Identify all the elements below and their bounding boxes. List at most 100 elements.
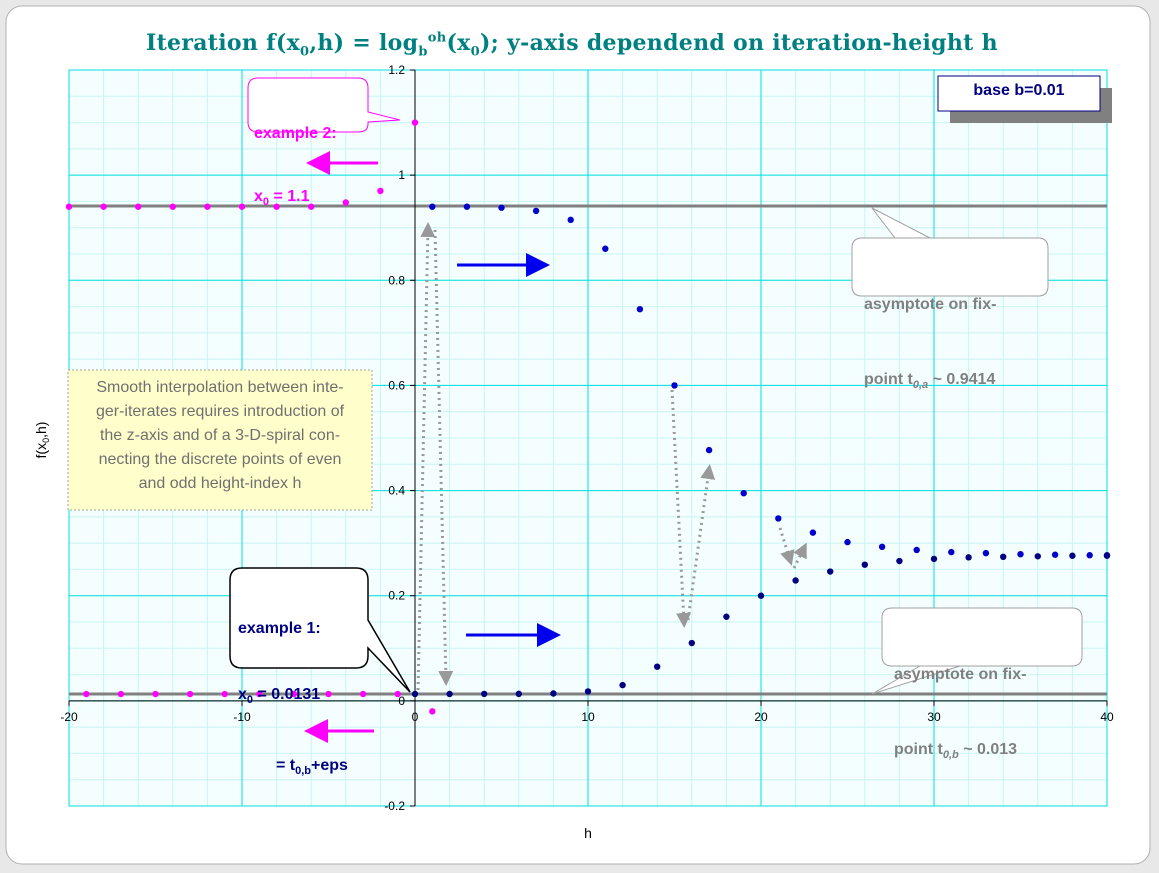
data-point: [948, 548, 955, 556]
x-tick-label: 30: [927, 710, 941, 724]
data-point: [169, 203, 176, 210]
data-point: [619, 681, 626, 689]
data-point: [861, 561, 868, 568]
y-tick-label: 0: [398, 694, 405, 708]
data-point: [325, 690, 332, 698]
y-tick-label: 1.2: [388, 63, 405, 77]
data-point: [481, 690, 488, 698]
data-point: [654, 663, 661, 670]
example1-callout-shape: [229, 567, 411, 693]
data-point: [273, 203, 280, 210]
data-point: [705, 446, 713, 454]
data-point: [83, 690, 90, 698]
data-point: [221, 690, 228, 698]
x-tick-label: 10: [581, 710, 595, 724]
data-point: [584, 688, 592, 695]
data-point: [775, 515, 782, 522]
x-tick-label: 40: [1100, 710, 1114, 724]
data-point: [688, 639, 695, 647]
data-point: [982, 549, 990, 557]
y-tick-label: 0.4: [388, 484, 405, 498]
data-point: [429, 708, 436, 715]
x-tick-label: -10: [233, 710, 251, 724]
data-point: [532, 207, 540, 215]
data-point: [1034, 553, 1042, 560]
dotted-arrow: [416, 222, 436, 691]
y-tick-label: 0.8: [388, 273, 405, 287]
chart-title: Iteration f(x0,h) = logboh(x0); y-axis d…: [146, 30, 998, 60]
data-point: [844, 538, 851, 546]
data-point: [1017, 550, 1024, 558]
data-point: [256, 690, 263, 698]
x-axis-title: h: [584, 825, 592, 841]
data-point: [515, 690, 522, 698]
x-tick-label: 0: [412, 710, 419, 724]
direction-arrows: [304, 151, 561, 743]
data-point: [827, 568, 834, 575]
data-point: [359, 690, 367, 698]
data-point: [1000, 553, 1007, 561]
data-point: [1103, 552, 1111, 559]
data-point: [290, 690, 298, 698]
interpolation-note: Smooth interpolation between inte- ger-i…: [95, 379, 345, 492]
data-point: [498, 204, 505, 211]
data-point: [411, 119, 419, 126]
data-points: [65, 119, 1111, 715]
data-point: [463, 203, 471, 210]
data-point: [671, 382, 678, 389]
data-point: [186, 690, 194, 698]
data-point: [723, 613, 730, 620]
base-label: base b=0.01: [973, 82, 1065, 99]
data-point: [896, 557, 903, 565]
data-point: [965, 554, 972, 561]
data-point: [117, 690, 125, 698]
data-point: [878, 543, 886, 551]
data-point: [238, 203, 246, 210]
data-point: [740, 490, 747, 497]
data-point: [602, 245, 609, 252]
data-point: [342, 199, 349, 206]
dotted-arrow: [792, 542, 807, 569]
data-point: [550, 690, 557, 697]
data-point: [394, 690, 401, 698]
y-tick-label: 0.2: [388, 589, 405, 603]
x-tick-label: -20: [60, 710, 78, 724]
data-point: [308, 203, 315, 210]
asym-b-callout-shape: [871, 607, 1083, 695]
tick-labels: -20 -10 0 10 20 30 40 -0.2 0 0.2 0.4 0.6 0.8 1 1.2: [60, 63, 1114, 813]
dotted-arrow: [670, 389, 692, 628]
data-point: [152, 690, 159, 698]
interpolation-arrows: [416, 222, 807, 691]
data-point: [809, 529, 817, 536]
data-point: [100, 203, 107, 210]
asym-a-callout-shape: [851, 207, 1049, 297]
dotted-arrow: [686, 464, 716, 621]
data-point: [757, 592, 765, 599]
example1-label: example 1: x0 = 0.0131 = t0,b+eps: [238, 620, 348, 778]
note-box: [67, 369, 373, 511]
data-point: [204, 203, 211, 210]
y-tick-label: 0.6: [388, 378, 405, 392]
data-point: [411, 690, 419, 698]
data-point: [377, 187, 384, 195]
data-point: [1086, 552, 1093, 559]
y-tick-label: 1: [398, 168, 405, 182]
data-point: [567, 216, 574, 224]
example2-callout-shape: [247, 77, 401, 133]
data-point: [1051, 551, 1059, 558]
x-tick-label: 20: [754, 710, 768, 724]
data-point: [930, 555, 938, 563]
data-point: [636, 306, 644, 313]
data-point: [446, 690, 453, 698]
axes: [68, 69, 1108, 807]
data-point: [913, 546, 920, 554]
y-tick-label: -0.2: [384, 799, 405, 813]
example2-label: example 2: x0 = 1.1: [254, 125, 337, 209]
data-point: [65, 203, 73, 210]
base-box: [937, 75, 1101, 112]
asymptote-b-label: asymptote on fix- point t0,b ~ 0.013: [894, 666, 1027, 762]
data-point: [792, 577, 799, 584]
data-point: [135, 203, 142, 210]
